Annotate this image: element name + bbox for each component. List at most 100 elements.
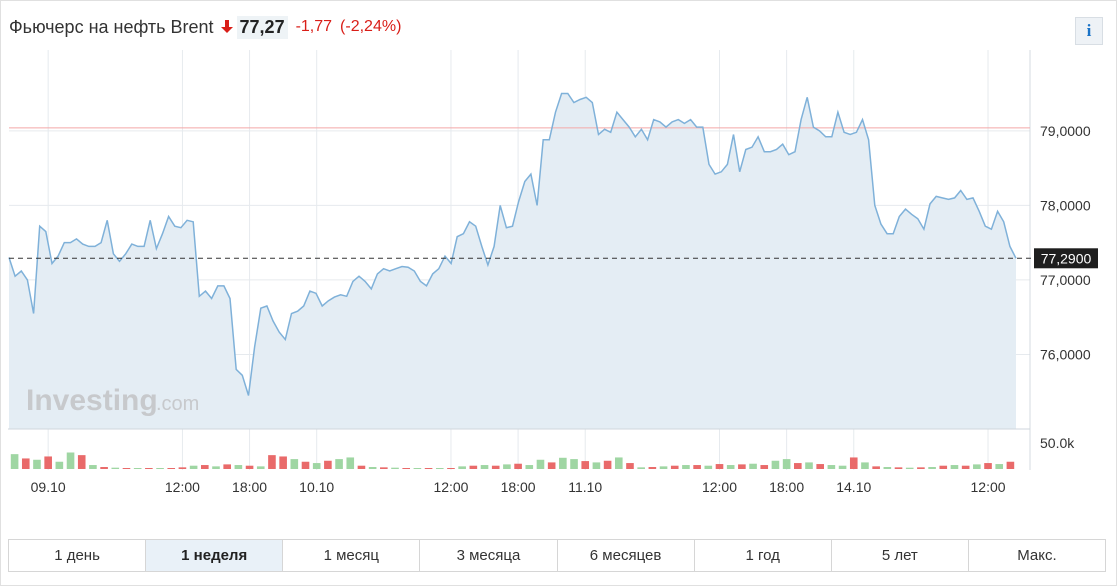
period-tab[interactable]: 3 месяца [420, 540, 558, 571]
volume-bar [570, 459, 578, 469]
volume-bar [614, 457, 623, 469]
volume-bar [100, 467, 108, 469]
volume-bar [156, 468, 164, 469]
volume-bar [771, 460, 780, 469]
volume-bar [256, 466, 265, 469]
volume-bar [872, 466, 880, 469]
period-tab[interactable]: 1 год [695, 540, 832, 571]
last-price: 77,27 [236, 15, 288, 39]
volume-bar [44, 456, 52, 469]
volume-axis-label: 50.0k [1040, 435, 1075, 451]
volume-bar [21, 458, 30, 469]
volume-bar [111, 467, 120, 469]
volume-bar [122, 468, 131, 469]
x-tick-label: 12:00 [702, 479, 737, 495]
period-tab[interactable]: 1 день [9, 540, 147, 571]
x-tick-label: 12:00 [971, 479, 1006, 495]
volume-bar [995, 464, 1004, 469]
volume-bar [603, 460, 612, 469]
volume-bar [290, 459, 299, 469]
volume-bar [55, 461, 64, 469]
x-tick-label: 18:00 [501, 479, 536, 495]
x-tick-label: 12:00 [165, 479, 200, 495]
volume-bar [794, 463, 802, 469]
volume-bar [592, 462, 601, 469]
volume-bar [648, 467, 657, 469]
period-tab[interactable]: 5 лет [832, 540, 969, 571]
current-price-label-bg [1034, 248, 1098, 269]
period-tab[interactable]: 1 месяц [283, 540, 421, 571]
y-tick-label: 77,0000 [1040, 272, 1091, 288]
volume-bar [514, 463, 522, 469]
volume-bar [167, 468, 176, 469]
volume-bar [435, 468, 444, 469]
volume-bar [559, 457, 567, 469]
volume-bar [816, 464, 824, 469]
y-axis: 79,0000 78,0000 77,0000 76,0000 [1040, 123, 1091, 363]
volume-bar [346, 457, 355, 469]
volume-bar [223, 464, 231, 469]
period-tab[interactable]: Макс. [1017, 547, 1057, 564]
volume-bar [33, 459, 41, 469]
x-tick-label: 09.10 [31, 479, 66, 495]
volume-bar [413, 468, 422, 469]
volume-bar [268, 455, 276, 469]
volume-bar [335, 459, 343, 469]
x-tick-label: 18:00 [232, 479, 267, 495]
volume-bar [693, 465, 701, 469]
volume-bar [704, 465, 713, 469]
period-tab[interactable]: 1 неделя [146, 540, 284, 571]
volume-bar [10, 454, 19, 469]
volume-bar [637, 467, 645, 469]
volume-bar [178, 467, 187, 469]
volume-bar [984, 463, 992, 469]
volume-bar [391, 467, 399, 469]
volume-bar [749, 463, 757, 469]
current-price-label: 77,2900 [1034, 248, 1098, 269]
volume-bars [10, 452, 1015, 469]
volume-bar [849, 457, 858, 469]
volume-bar [782, 459, 791, 469]
y-tick-label: 76,0000 [1040, 346, 1091, 362]
volume-bar [905, 467, 914, 469]
arrow-down-icon [220, 20, 233, 34]
price-chart[interactable]: Investing .com 79,0000 78,0000 77,0000 76,0… [0, 0, 1118, 530]
volume-bar [715, 464, 724, 469]
volume-bar [234, 465, 243, 469]
current-price-value: 77,2900 [1041, 250, 1092, 266]
volume-bar [626, 463, 634, 469]
volume-bar [861, 462, 869, 469]
volume-bar [939, 465, 948, 469]
volume-bar [491, 465, 500, 469]
x-tick-label: 18:00 [769, 479, 804, 495]
info-icon[interactable]: i [1075, 17, 1103, 45]
x-tick-label: 10.10 [299, 479, 334, 495]
volume-bar [189, 465, 198, 469]
volume-bar [760, 465, 769, 469]
volume-bar [145, 468, 153, 469]
volume-bar [312, 463, 321, 469]
instrument-header: Фьючерс на нефть Brent 77,27 -1,77 (-2,2… [9, 14, 401, 40]
price-change: -1,77 [295, 18, 333, 35]
volume-bar [447, 468, 455, 469]
volume-bar [917, 467, 925, 469]
volume-bar [357, 465, 366, 469]
volume-bar [894, 467, 903, 469]
volume-bar [805, 462, 813, 469]
price-change-percent: (-2,24%) [340, 18, 402, 35]
y-tick-label: 79,0000 [1040, 123, 1091, 139]
volume-bar [547, 462, 556, 469]
period-tabs: 1 день 1 неделя 1 месяц 3 месяца 6 месяцев 1 … [8, 539, 1106, 572]
x-tick-label: 11.10 [568, 479, 602, 495]
period-tab[interactable]: 6 месяцев [558, 540, 695, 571]
volume-bar [838, 465, 847, 469]
volume-bar [659, 466, 668, 469]
volume-bar [961, 465, 970, 469]
volume-bar [66, 452, 75, 469]
volume-bar [402, 468, 411, 469]
volume-bar [726, 465, 735, 469]
volume-bar [469, 465, 478, 469]
volume-bar [424, 468, 433, 469]
volume-bar [536, 459, 545, 469]
